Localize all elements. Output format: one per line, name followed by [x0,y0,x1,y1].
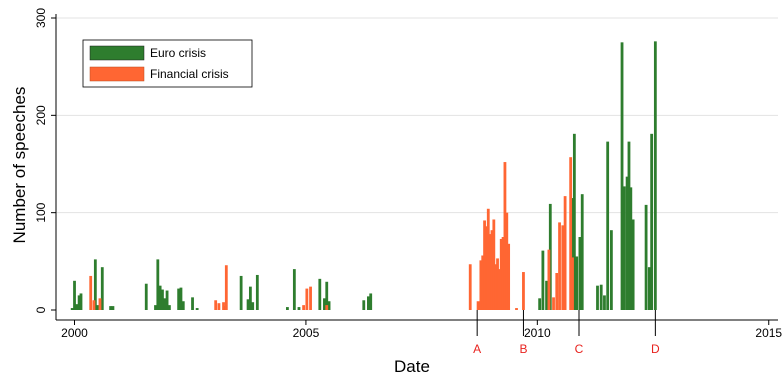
bar [191,297,194,310]
bar [286,307,289,310]
bar [362,300,365,310]
bar [89,276,92,310]
bar [581,194,584,310]
bar [298,307,301,310]
bar [225,265,228,310]
bar [541,251,544,310]
bar [302,305,305,310]
bar [99,298,102,310]
bar [558,222,561,310]
legend-swatch-financial [90,67,144,81]
bar [650,134,653,310]
bar [564,196,567,310]
bar [251,302,254,310]
x-tick-label: 2015 [755,326,782,340]
bar [182,301,185,310]
event-label: A [473,342,481,356]
event-label: C [575,342,584,356]
bar [93,300,96,310]
y-tick-label: 300 [34,8,48,28]
x-axis-label: Date [394,357,430,376]
bar [654,41,657,310]
bar [145,284,148,310]
bar [240,276,243,310]
legend-swatch-euro [90,46,144,60]
bar [218,303,221,310]
bar [369,293,372,310]
bar [293,269,296,310]
bar [222,302,225,310]
bar [80,293,83,310]
x-tick-label: 2005 [293,326,320,340]
legend-label-euro: Euro crisis [150,46,206,60]
bar [515,308,518,310]
bar [645,205,648,310]
y-tick-label: 0 [34,306,48,313]
bar [606,142,609,310]
bar [112,306,115,310]
bar [555,273,558,310]
bar [309,287,312,310]
legend: Euro crisis Financial crisis [83,40,252,87]
bar [552,297,555,310]
bar [214,300,217,310]
bar [571,257,574,310]
bar [507,244,510,310]
bar [575,256,578,310]
bar [522,272,525,310]
bar [600,285,603,310]
event-label: B [519,342,527,356]
x-tick-label: 2010 [524,326,551,340]
event-label: D [651,342,660,356]
bar [318,279,321,310]
bar [256,275,259,310]
bar [477,301,480,310]
bar [469,264,472,310]
y-axis-label: Number of speeches [10,87,29,244]
bar [305,289,308,310]
bar [548,250,551,310]
bar [325,305,328,310]
bar [538,298,541,310]
bar [610,230,613,310]
bar [603,295,606,310]
y-tick-label: 200 [34,105,48,125]
bar [632,219,635,310]
legend-label-financial: Financial crisis [150,67,229,81]
bar [596,286,599,310]
x-tick-label: 2000 [61,326,88,340]
y-tick-label: 100 [34,202,48,222]
bar [168,305,171,310]
bar [623,186,626,310]
bar [196,308,199,310]
